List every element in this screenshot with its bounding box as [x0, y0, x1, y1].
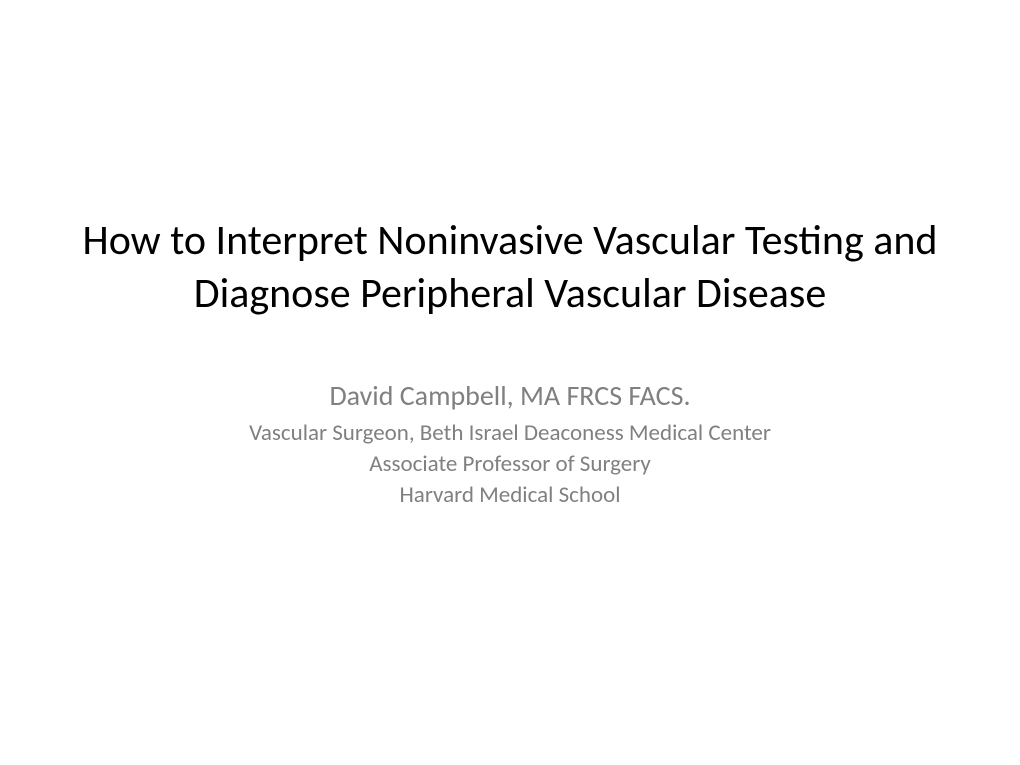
slide-affiliation-line-1: Vascular Surgeon, Beth Israel Deaconess … — [249, 418, 771, 449]
slide-title: How to Interpret Noninvasive Vascular Te… — [70, 215, 950, 320]
slide-affiliation-line-2: Associate Professor of Surgery — [369, 449, 651, 480]
slide-author: David Campbell, MA FRCS FACS. — [329, 378, 690, 414]
slide-affiliation-line-3: Harvard Medical School — [399, 480, 620, 511]
